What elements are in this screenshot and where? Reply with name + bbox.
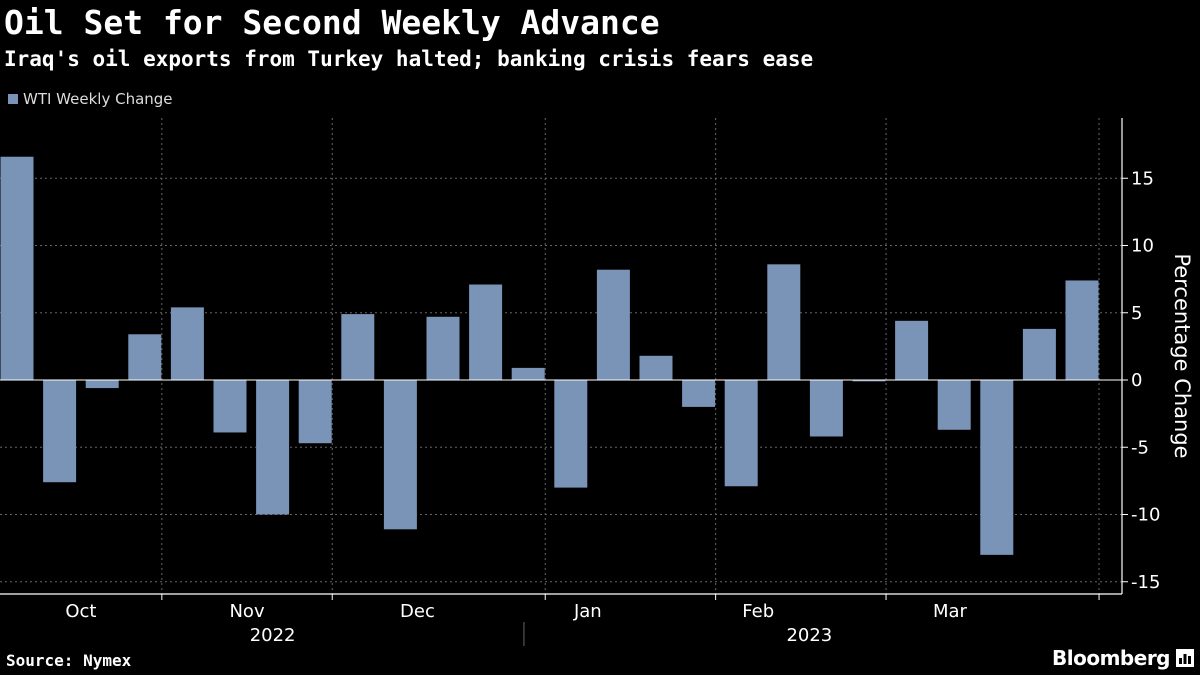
bloomberg-icon [1176, 649, 1194, 667]
bar-23 [980, 380, 1014, 555]
bar-16 [682, 380, 716, 407]
bar-24 [1022, 328, 1056, 380]
bar-14 [596, 269, 630, 380]
bar-1 [43, 380, 77, 483]
ytick-label: 0 [1131, 370, 1142, 391]
bar-15 [639, 355, 673, 380]
legend-swatch [8, 94, 18, 104]
chart-title: Oil Set for Second Weekly Advance [4, 3, 660, 42]
bar-3 [128, 334, 162, 380]
month-label: Dec [400, 601, 435, 622]
y-axis-title: Percentage Change [1170, 253, 1194, 458]
bar-10 [426, 316, 460, 380]
bar-17 [724, 380, 758, 487]
chart-subtitle: Iraq's oil exports from Turkey halted; b… [4, 47, 814, 71]
bar-9 [383, 380, 417, 530]
source-note: Source: Nymex [6, 651, 132, 670]
bar-2 [85, 380, 119, 389]
bar-20 [852, 380, 886, 382]
bar-4 [170, 307, 204, 380]
ytick-label: 5 [1131, 303, 1142, 324]
bar-8 [341, 314, 375, 380]
year-label: 2022 [250, 625, 296, 646]
brand-name: Bloomberg [1052, 646, 1170, 670]
ytick-label: -10 [1131, 505, 1160, 526]
brand-logo: Bloomberg [1052, 646, 1194, 670]
bar-21 [895, 320, 929, 380]
legend-label: WTI Weekly Change [23, 90, 173, 108]
month-label: Jan [573, 601, 602, 622]
bar-25 [1065, 280, 1099, 380]
bar-19 [809, 380, 843, 437]
ytick-label: 15 [1131, 168, 1154, 189]
bar-12 [511, 367, 545, 380]
bar-18 [767, 264, 801, 380]
bar-7 [298, 380, 332, 444]
bar-22 [937, 380, 971, 430]
month-label: Oct [65, 601, 96, 622]
ytick-label: -15 [1131, 572, 1160, 593]
month-label: Feb [742, 601, 774, 622]
month-label: Mar [933, 601, 968, 622]
bar-0 [0, 156, 34, 380]
bar-6 [256, 380, 290, 515]
legend: WTI Weekly Change [8, 90, 173, 108]
month-label: Nov [229, 601, 264, 622]
bar-13 [554, 380, 588, 488]
gridlines [0, 118, 1122, 594]
ytick-label: 10 [1131, 236, 1154, 257]
bar-11 [469, 284, 503, 380]
ytick-label: -5 [1131, 437, 1149, 458]
axes: 15 10 5 0 -5 -10 -15 Oct Nov Dec Jan Feb Mar 2022 2023… [0, 118, 1194, 646]
bars [0, 156, 1099, 555]
bar-5 [213, 380, 247, 433]
year-label: 2023 [786, 625, 832, 646]
